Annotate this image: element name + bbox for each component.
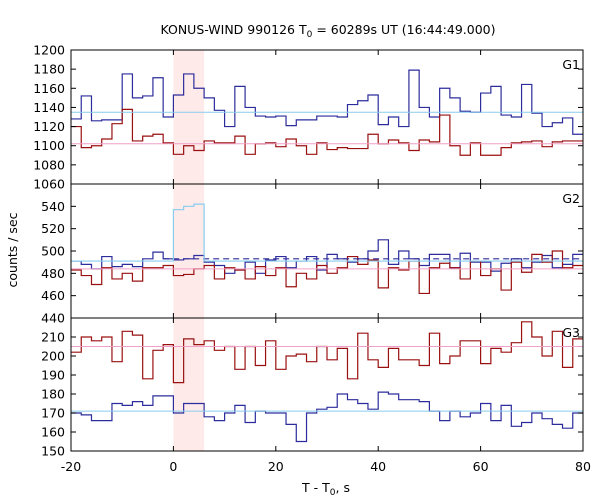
x-tick-label: 80 — [575, 459, 591, 474]
y-tick-label: 150 — [41, 444, 65, 459]
panel-frame — [70, 183, 584, 319]
panel-g1: 1060 1080 1100 1120 1140 1160 1180 1200 G1 — [33, 43, 584, 192]
y-tick-label: 540 — [41, 199, 65, 214]
panel-frame — [70, 49, 584, 185]
trigger-interval-band — [173, 50, 205, 184]
series-g2-3-burst-excess — [71, 203, 583, 262]
chart-title: KONUS-WIND 990126 T0 = 60289s UT (16:44:… — [160, 22, 495, 40]
x-tick-label: 20 — [268, 459, 284, 474]
series-g3-1-step-curve — [71, 391, 583, 443]
panel-series — [71, 321, 583, 443]
y-tick-label: 1080 — [33, 157, 65, 172]
y-tick-label: 160 — [41, 425, 65, 440]
y-tick-label: 210 — [41, 330, 65, 345]
y-tick-label: 190 — [41, 368, 65, 383]
panel-frame — [70, 317, 584, 452]
panel-series — [71, 69, 583, 156]
panel-series — [71, 203, 583, 295]
y-tick-label: 1160 — [33, 81, 65, 96]
panel-g2: 440 460 480 500 520 540 G2 — [41, 183, 584, 326]
y-tick-label: 480 — [41, 266, 65, 281]
y-axis-label: counts / sec — [5, 212, 20, 287]
y-tick-label: 180 — [41, 387, 65, 402]
x-tick-label: 60 — [473, 459, 489, 474]
y-tick-label: 1200 — [33, 43, 65, 58]
series-g1-0-step-curve — [71, 69, 583, 135]
x-tick-label: 40 — [370, 459, 386, 474]
series-g3-0-step-curve — [71, 321, 583, 384]
y-tick-label: 460 — [41, 288, 65, 303]
y-tick-label: 520 — [41, 221, 65, 236]
panel-g3: 150 160 170 180 190 200 210 G3 — [41, 317, 584, 459]
y-tick-label: 440 — [41, 311, 65, 326]
series-g2-0-step-curve — [71, 239, 583, 274]
trigger-interval-band — [173, 318, 205, 451]
y-tick-label: 1100 — [33, 138, 65, 153]
y-tick-label: 1140 — [33, 100, 65, 115]
y-tick-label: 200 — [41, 349, 65, 364]
x-axis-label: T - T0, s — [301, 480, 350, 498]
y-tick-label: 500 — [41, 244, 65, 259]
y-tick-label: 1120 — [33, 119, 65, 134]
x-tick-label: 0 — [169, 459, 177, 474]
panel-label: G1 — [562, 57, 580, 72]
x-tick-label: -20 — [61, 459, 81, 474]
panel-label: G3 — [562, 325, 580, 340]
panel-label: G2 — [562, 191, 580, 206]
y-tick-label: 1060 — [33, 177, 65, 192]
y-tick-label: 170 — [41, 406, 65, 421]
series-g1-1-step-curve — [71, 108, 583, 156]
y-tick-label: 1180 — [33, 62, 65, 77]
